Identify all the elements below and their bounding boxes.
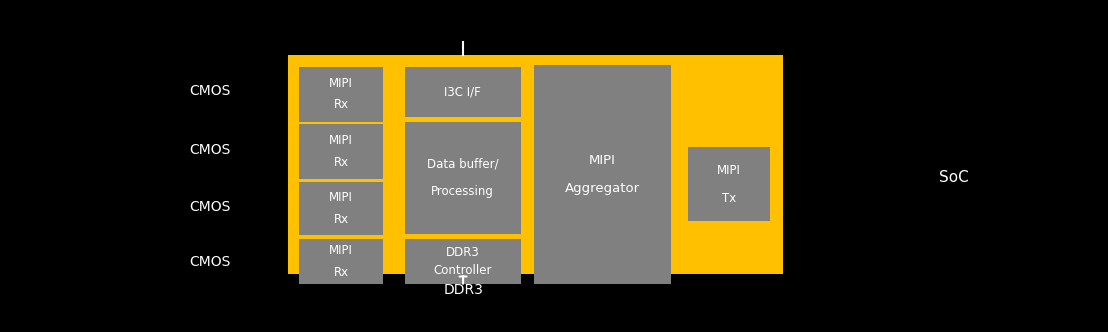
- Text: CMOS: CMOS: [189, 84, 230, 98]
- Text: MIPI: MIPI: [329, 244, 353, 257]
- Text: MIPI: MIPI: [588, 154, 616, 167]
- Text: Rx: Rx: [334, 266, 349, 279]
- Bar: [299, 182, 383, 235]
- Text: DDR3: DDR3: [445, 246, 480, 259]
- Text: Tx: Tx: [721, 192, 736, 205]
- Text: MIPI: MIPI: [329, 191, 353, 204]
- Bar: [299, 124, 383, 179]
- Text: MIPI: MIPI: [329, 134, 353, 147]
- Bar: [404, 239, 521, 284]
- Text: Data buffer/: Data buffer/: [427, 157, 499, 170]
- Text: I3C I/F: I3C I/F: [444, 85, 481, 98]
- Text: SoC: SoC: [940, 170, 970, 185]
- Bar: [404, 122, 521, 234]
- Text: CMOS: CMOS: [189, 143, 230, 157]
- Text: DDR3: DDR3: [443, 284, 483, 297]
- Text: Rx: Rx: [334, 213, 349, 226]
- Text: CMOS: CMOS: [189, 255, 230, 269]
- Bar: [688, 147, 770, 221]
- Text: Controller: Controller: [433, 264, 492, 277]
- Text: MIPI: MIPI: [717, 164, 741, 177]
- Bar: [299, 239, 383, 284]
- Bar: [534, 65, 671, 284]
- Bar: [288, 55, 782, 274]
- Text: Aggregator: Aggregator: [565, 182, 639, 195]
- Text: Rx: Rx: [334, 98, 349, 112]
- Bar: [404, 67, 521, 117]
- Text: Rx: Rx: [334, 156, 349, 169]
- Bar: [299, 67, 383, 122]
- Text: MIPI: MIPI: [329, 77, 353, 90]
- Text: Processing: Processing: [431, 186, 494, 199]
- Text: CMOS: CMOS: [189, 200, 230, 214]
